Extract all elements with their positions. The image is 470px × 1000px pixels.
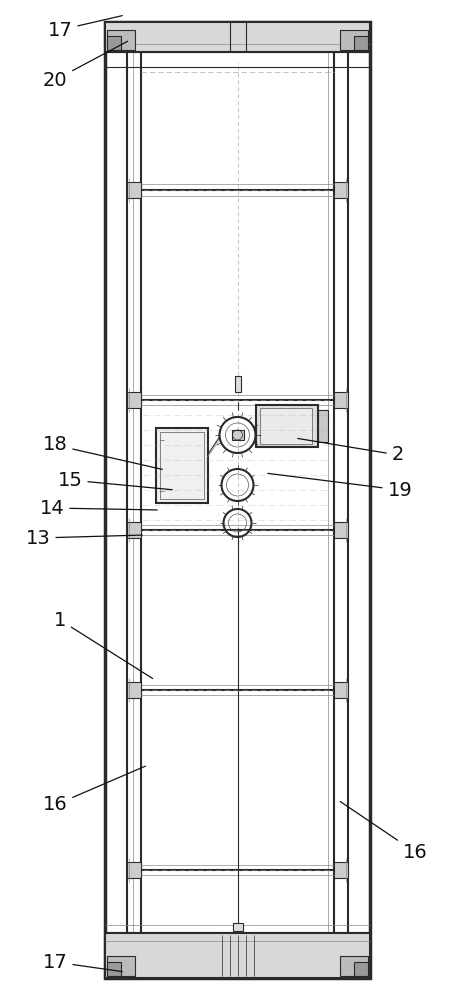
Text: 16: 16 (43, 766, 145, 814)
Bar (159, 432, 204, 499)
Bar (105, 933, 370, 978)
Circle shape (116, 38, 118, 41)
Text: 17: 17 (47, 16, 122, 39)
Text: 2: 2 (298, 438, 404, 464)
Text: 16: 16 (340, 802, 427, 861)
Circle shape (360, 38, 362, 41)
Bar (340, 956, 368, 976)
Bar (127, 682, 141, 698)
Text: 17: 17 (43, 952, 122, 972)
Bar (334, 862, 348, 878)
Bar (127, 862, 141, 878)
Bar (354, 962, 368, 976)
Bar (354, 36, 368, 50)
Text: 13: 13 (26, 528, 142, 548)
Bar (340, 30, 368, 50)
Text: 14: 14 (39, 498, 157, 518)
Bar (127, 182, 141, 198)
Text: 18: 18 (43, 436, 162, 469)
Text: 19: 19 (268, 473, 412, 499)
Circle shape (116, 964, 118, 968)
Text: 20: 20 (43, 41, 127, 90)
Bar (259, 408, 312, 444)
Bar (127, 522, 141, 538)
Bar (334, 182, 348, 198)
Bar (107, 956, 135, 976)
Bar (107, 36, 121, 50)
Text: 15: 15 (57, 471, 172, 490)
Bar (232, 430, 243, 440)
Bar (256, 405, 318, 447)
Bar (318, 410, 328, 442)
Text: 1: 1 (54, 610, 153, 679)
Bar (233, 923, 243, 931)
Bar (105, 22, 370, 978)
Bar (334, 522, 348, 538)
Bar (334, 682, 348, 698)
Bar (334, 392, 348, 408)
Bar (107, 30, 135, 50)
Bar (127, 392, 141, 408)
Circle shape (360, 964, 362, 968)
Bar (156, 428, 207, 503)
Bar (105, 22, 370, 52)
Bar (107, 962, 121, 976)
Bar (235, 376, 241, 392)
